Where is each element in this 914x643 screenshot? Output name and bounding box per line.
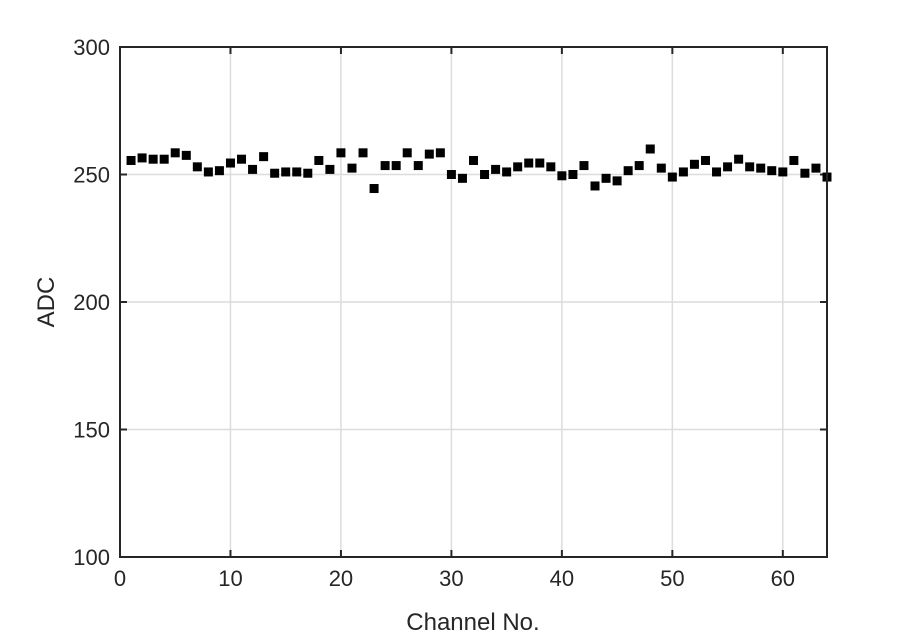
data-point bbox=[347, 163, 357, 173]
data-point bbox=[170, 148, 180, 158]
y-tick-label: 250 bbox=[73, 163, 110, 188]
data-point bbox=[469, 155, 478, 165]
x-axis-label: Channel No. bbox=[406, 609, 539, 636]
data-point bbox=[237, 154, 247, 164]
data-point bbox=[645, 144, 655, 154]
data-point bbox=[270, 168, 280, 178]
data-point bbox=[148, 154, 158, 164]
y-tick-label: 300 bbox=[73, 35, 110, 60]
data-point bbox=[446, 170, 456, 179]
data-point bbox=[214, 166, 224, 176]
data-point bbox=[767, 166, 777, 176]
data-point bbox=[402, 148, 412, 158]
y-tick-label: 200 bbox=[73, 290, 110, 315]
data-point bbox=[546, 162, 556, 172]
data-point bbox=[800, 168, 810, 178]
data-point bbox=[303, 168, 313, 178]
data-point bbox=[634, 161, 644, 171]
data-point bbox=[369, 184, 379, 194]
data-point bbox=[524, 158, 534, 168]
data-point bbox=[535, 158, 545, 168]
data-point bbox=[513, 162, 523, 172]
data-point bbox=[491, 164, 501, 174]
data-point bbox=[579, 161, 589, 171]
data-point bbox=[811, 163, 821, 173]
y-axis-label: ADC bbox=[33, 277, 60, 328]
data-point bbox=[756, 163, 766, 173]
data-point bbox=[689, 159, 699, 169]
data-point bbox=[225, 158, 235, 168]
data-point bbox=[568, 170, 578, 179]
tick-labels: 0 10 20 30 40 50 60 100 150 200 250 300 bbox=[73, 35, 795, 591]
grid-lines bbox=[120, 47, 827, 557]
data-point bbox=[557, 171, 567, 181]
data-point bbox=[259, 152, 269, 162]
data-point bbox=[137, 153, 147, 163]
data-point bbox=[700, 155, 710, 165]
x-tick-label: 10 bbox=[218, 566, 242, 591]
data-point bbox=[192, 162, 202, 172]
data-point bbox=[745, 162, 755, 172]
x-tick-label: 40 bbox=[550, 566, 574, 591]
data-point bbox=[248, 164, 258, 174]
data-point bbox=[712, 167, 722, 177]
data-point bbox=[292, 167, 302, 177]
data-point bbox=[435, 148, 445, 158]
x-tick-label: 30 bbox=[439, 566, 463, 591]
data-point bbox=[612, 176, 622, 186]
data-point bbox=[159, 154, 169, 164]
data-point bbox=[391, 161, 401, 171]
data-point bbox=[723, 162, 733, 172]
data-point bbox=[203, 167, 213, 177]
data-point bbox=[181, 150, 191, 160]
x-tick-label: 60 bbox=[771, 566, 795, 591]
x-tick-label: 20 bbox=[329, 566, 353, 591]
data-point bbox=[623, 166, 633, 176]
data-point bbox=[358, 148, 368, 158]
data-point bbox=[424, 149, 434, 159]
x-tick-label: 0 bbox=[114, 566, 126, 591]
data-point bbox=[413, 161, 423, 171]
data-point bbox=[601, 173, 611, 183]
data-point bbox=[678, 167, 688, 177]
data-point bbox=[457, 173, 467, 183]
y-tick-label: 100 bbox=[73, 545, 110, 570]
x-tick-label: 50 bbox=[660, 566, 684, 591]
data-point bbox=[590, 181, 600, 191]
data-point bbox=[502, 167, 512, 177]
data-point bbox=[336, 148, 346, 158]
y-tick-label: 150 bbox=[73, 418, 110, 443]
data-point bbox=[325, 164, 335, 174]
data-point bbox=[734, 154, 744, 164]
plot-frame bbox=[119, 46, 828, 558]
data-point bbox=[778, 167, 788, 177]
data-point bbox=[656, 163, 666, 173]
data-point bbox=[480, 170, 490, 179]
data-point bbox=[281, 167, 291, 177]
data-point bbox=[667, 172, 677, 182]
data-point bbox=[126, 155, 136, 165]
data-point bbox=[380, 161, 390, 171]
data-point bbox=[789, 155, 799, 165]
data-point bbox=[314, 155, 324, 165]
